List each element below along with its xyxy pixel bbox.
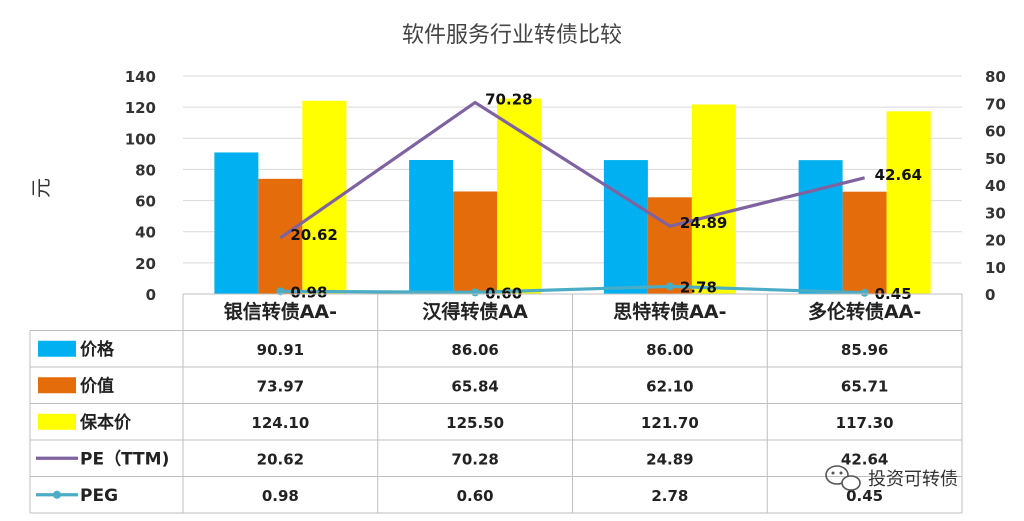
bar xyxy=(214,152,259,294)
bars xyxy=(214,98,931,295)
y-axis-label: 元 xyxy=(29,178,53,198)
table-cell: 86.06 xyxy=(451,341,498,359)
table-cell: 0.60 xyxy=(457,487,494,505)
line-point xyxy=(860,288,869,297)
category-label: 汉得转债AA xyxy=(422,300,528,323)
bar xyxy=(842,191,887,294)
line-data-label: 24.89 xyxy=(680,214,727,232)
legend-marker xyxy=(53,490,61,499)
category-label: 思特转债AA- xyxy=(613,300,726,323)
y2-tick-label: 0 xyxy=(985,286,995,304)
bar xyxy=(497,98,542,294)
line-data-label: 2.78 xyxy=(680,278,717,296)
table-cell: 65.84 xyxy=(451,377,498,395)
y2-axis-ticks: 0 10 20 30 40 50 60 70 80 xyxy=(985,68,1006,304)
series-line xyxy=(280,284,865,295)
legend-swatch xyxy=(38,377,76,394)
legend-swatch xyxy=(38,340,76,357)
y2-tick-label: 80 xyxy=(985,68,1006,86)
table-cell: 90.91 xyxy=(257,341,304,359)
table-cell: 24.89 xyxy=(646,450,693,468)
table-cell: 62.10 xyxy=(646,377,693,395)
legend-swatch xyxy=(38,413,76,430)
data-table: 银信转债AA- 汉得转债AA 思特转债AA- 多伦转债AA- 价格 90.91 86.06 8… xyxy=(29,293,963,514)
y2-tick-label: 40 xyxy=(985,177,1006,195)
y2-tick-label: 50 xyxy=(985,150,1006,168)
table-cell: 70.28 xyxy=(451,450,498,468)
legend-label: 价格 xyxy=(80,339,115,360)
y-tick-label: 60 xyxy=(135,193,156,211)
y2-tick-label: 20 xyxy=(985,232,1006,250)
bar xyxy=(691,104,736,294)
bar xyxy=(647,197,692,294)
table-cell: 2.78 xyxy=(651,487,688,505)
line-data-label: 0.60 xyxy=(485,284,522,302)
y-tick-label: 40 xyxy=(135,224,156,242)
watermark-text: 投资可转债 xyxy=(868,469,958,490)
chart-title: 软件服务行业转债比较 xyxy=(402,23,622,48)
y-tick-label: 120 xyxy=(125,99,156,117)
y-tick-label: 80 xyxy=(135,161,156,179)
y2-tick-label: 60 xyxy=(985,123,1006,141)
table-cell: 0.45 xyxy=(846,487,883,505)
watermark: 投资可转债 xyxy=(825,465,958,491)
y-axis-ticks: 0 20 40 60 80 100 120 140 xyxy=(125,68,156,304)
table-cell: 42.64 xyxy=(841,450,888,468)
table-cell: 86.00 xyxy=(646,341,693,359)
bar xyxy=(409,159,454,294)
y2-tick-label: 30 xyxy=(985,204,1006,222)
y-tick-label: 100 xyxy=(125,130,156,148)
legend-label: PE（TTM) xyxy=(80,448,169,469)
legend-label: PEG xyxy=(80,486,118,506)
line-point xyxy=(471,288,480,297)
table-cell: 121.70 xyxy=(641,414,699,432)
line-point xyxy=(665,282,674,291)
bar xyxy=(453,191,498,294)
line-data-label: 20.62 xyxy=(290,226,337,244)
bar xyxy=(798,160,843,294)
bar xyxy=(886,111,931,295)
y2-tick-label: 10 xyxy=(985,259,1006,277)
y-tick-label: 20 xyxy=(135,255,156,273)
bar xyxy=(603,160,648,294)
wechat-icon xyxy=(825,465,861,491)
line-data-label: 0.98 xyxy=(290,283,327,301)
y-tick-label: 140 xyxy=(125,68,156,86)
line-data-label: 42.64 xyxy=(875,166,922,184)
table-cell: 65.71 xyxy=(841,377,888,395)
table-cell: 124.10 xyxy=(251,414,309,432)
series-line xyxy=(279,100,866,240)
table-cell: 0.98 xyxy=(262,487,299,505)
y2-tick-label: 70 xyxy=(985,95,1006,113)
line-point xyxy=(276,287,285,296)
y-tick-label: 0 xyxy=(146,286,156,304)
category-label: 多伦转债AA- xyxy=(808,300,921,323)
table-cell: 85.96 xyxy=(841,341,888,359)
category-label: 银信转债AA- xyxy=(224,300,337,323)
table-cell: 117.30 xyxy=(836,414,894,432)
legend-label: 保本价 xyxy=(79,412,132,433)
table-cell: 73.97 xyxy=(257,377,304,395)
legend-label: 价值 xyxy=(80,375,114,396)
table-cell: 20.62 xyxy=(257,450,304,468)
line-data-label: 70.28 xyxy=(485,90,532,108)
table-cell: 125.50 xyxy=(446,414,504,432)
